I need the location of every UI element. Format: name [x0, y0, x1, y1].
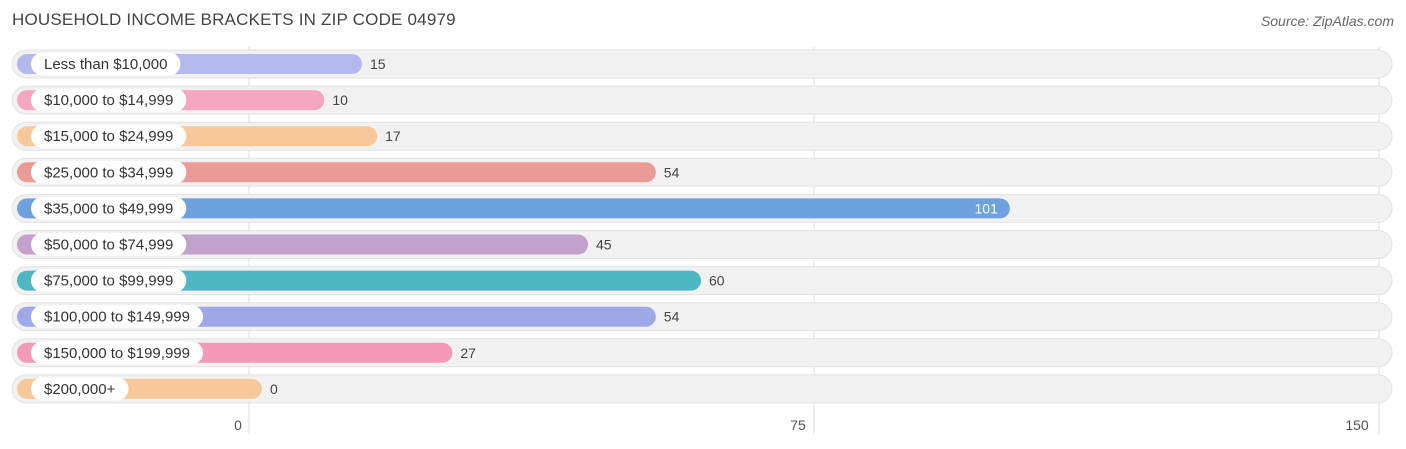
- bar: [17, 198, 1010, 219]
- value-label: 0: [270, 381, 278, 397]
- value-label: 54: [664, 164, 680, 180]
- chart-title: HOUSEHOLD INCOME BRACKETS IN ZIP CODE 04…: [12, 10, 456, 29]
- category-label-pill: [31, 269, 187, 293]
- category-label: $25,000 to $34,999: [44, 164, 173, 181]
- x-tick-label: 75: [790, 417, 806, 433]
- category-label: $75,000 to $99,999: [44, 273, 173, 290]
- category-label: $50,000 to $74,999: [44, 237, 173, 254]
- value-label: 10: [332, 92, 348, 108]
- category-label-pill: [31, 305, 203, 329]
- category-label-pill: [31, 160, 187, 184]
- category-label-pill: [31, 88, 187, 112]
- value-label: 101: [975, 200, 999, 216]
- category-label: $35,000 to $49,999: [44, 200, 173, 217]
- track-1: [11, 85, 1393, 115]
- track-9: [11, 374, 1393, 404]
- category-label-pill: [31, 52, 181, 76]
- value-label: 60: [709, 273, 725, 289]
- x-tick-label: 150: [1345, 417, 1369, 433]
- category-label-pill: [31, 196, 187, 220]
- x-tick-label: 0: [234, 417, 242, 433]
- category-label: Less than $10,000: [44, 56, 167, 73]
- category-label-pill: [31, 341, 203, 365]
- category-label: $200,000+: [44, 381, 116, 398]
- bar: [17, 270, 701, 291]
- value-label: 27: [460, 345, 476, 361]
- source-credit: Source: ZipAtlas.com: [1260, 13, 1394, 29]
- category-label-pill: [31, 377, 129, 401]
- category-label-pill: [31, 233, 187, 256]
- value-label: 17: [385, 128, 401, 144]
- category-label-pill: [31, 124, 187, 148]
- category-label: $150,000 to $199,999: [44, 345, 190, 362]
- value-label: 15: [370, 56, 386, 72]
- category-label: $10,000 to $14,999: [44, 92, 173, 109]
- category-label: $15,000 to $24,999: [44, 128, 173, 145]
- value-label: 54: [664, 309, 680, 325]
- category-label: $100,000 to $149,999: [44, 309, 190, 326]
- value-label: 45: [596, 237, 612, 253]
